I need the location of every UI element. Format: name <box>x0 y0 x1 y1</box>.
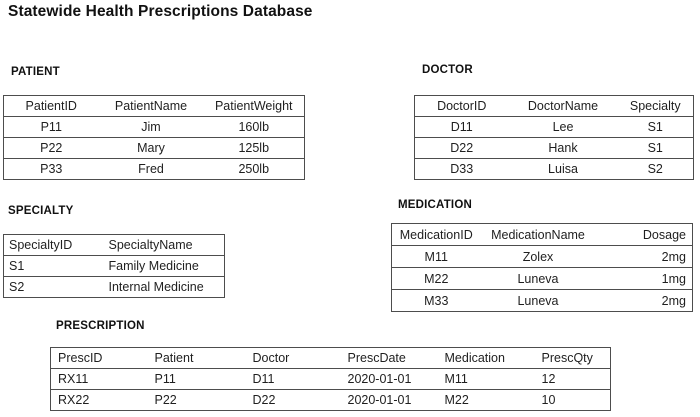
table-cell: 2020-01-01 <box>340 389 438 411</box>
table-cell: D11 <box>414 116 509 138</box>
patient-header-row: PatientID PatientName PatientWeight <box>3 95 305 117</box>
table-cell: M33 <box>391 289 481 312</box>
table-cell: Jim <box>98 116 204 138</box>
table-cell: Luneva <box>480 289 596 312</box>
column-header: PatientWeight <box>203 95 305 117</box>
page-title: Statewide Health Prescriptions Database <box>8 3 313 20</box>
doctor-table: DoctorID DoctorName Specialty D11 Lee S1… <box>414 95 694 180</box>
table-cell: RX11 <box>50 368 148 390</box>
table-cell: S1 <box>3 255 104 277</box>
table-cell: M11 <box>391 245 481 268</box>
table-cell: Luisa <box>508 158 618 180</box>
column-header: DoctorName <box>508 95 618 117</box>
table-row: P33 Fred 250lb <box>3 158 305 180</box>
column-header: MedicationID <box>391 223 481 246</box>
patient-table: PatientID PatientName PatientWeight P11 … <box>3 95 305 180</box>
table-cell: M11 <box>437 368 535 390</box>
prescription-table: PrescID Patient Doctor PrescDate Medicat… <box>50 347 611 411</box>
medication-table-label: MEDICATION <box>398 199 472 211</box>
table-row: RX11 P11 D11 2020-01-01 M11 12 <box>50 368 611 390</box>
table-cell: P22 <box>147 389 246 411</box>
table-cell: Luneva <box>480 267 596 290</box>
table-row: P22 Mary 125lb <box>3 137 305 159</box>
table-cell: S2 <box>617 158 694 180</box>
column-header: Dosage <box>595 223 693 246</box>
column-header: PrescID <box>50 347 148 369</box>
column-header: SpecialtyName <box>103 234 225 256</box>
table-cell: P11 <box>147 368 246 390</box>
column-header: Patient <box>147 347 246 369</box>
table-row: M11 Zolex 2mg <box>391 245 693 268</box>
table-row: D33 Luisa S2 <box>414 158 694 180</box>
table-cell: P11 <box>3 116 99 138</box>
table-cell: 250lb <box>203 158 305 180</box>
column-header: Medication <box>437 347 535 369</box>
column-header: PatientName <box>98 95 204 117</box>
table-cell: Zolex <box>480 245 596 268</box>
table-row: D22 Hank S1 <box>414 137 694 159</box>
doctor-table-label: DOCTOR <box>422 64 473 76</box>
table-cell: 160lb <box>203 116 305 138</box>
table-cell: 2020-01-01 <box>340 368 438 390</box>
column-header: PrescQty <box>534 347 611 369</box>
table-cell: 10 <box>534 389 611 411</box>
column-header: MedicationName <box>480 223 596 246</box>
table-row: D11 Lee S1 <box>414 116 694 138</box>
table-cell: D33 <box>414 158 509 180</box>
table-row: M33 Luneva 2mg <box>391 289 693 312</box>
medication-header-row: MedicationID MedicationName Dosage <box>391 223 693 246</box>
table-cell: 2mg <box>595 289 693 312</box>
table-cell: Hank <box>508 137 618 159</box>
column-header: DoctorID <box>414 95 509 117</box>
table-cell: Fred <box>98 158 204 180</box>
column-header: Specialty <box>617 95 694 117</box>
table-cell: P22 <box>3 137 99 159</box>
medication-table: MedicationID MedicationName Dosage M11 Z… <box>391 223 693 312</box>
specialty-table: SpecialtyID SpecialtyName S1 Family Medi… <box>3 234 225 298</box>
table-cell: S2 <box>3 276 104 298</box>
table-cell: S1 <box>617 137 694 159</box>
table-cell: D22 <box>414 137 509 159</box>
prescription-header-row: PrescID Patient Doctor PrescDate Medicat… <box>50 347 611 369</box>
table-cell: 12 <box>534 368 611 390</box>
table-cell: RX22 <box>50 389 148 411</box>
patient-table-label: PATIENT <box>11 66 60 78</box>
table-row: P11 Jim 160lb <box>3 116 305 138</box>
column-header: Doctor <box>245 347 341 369</box>
table-cell: P33 <box>3 158 99 180</box>
specialty-header-row: SpecialtyID SpecialtyName <box>3 234 225 256</box>
table-cell: D22 <box>245 389 341 411</box>
table-cell: Internal Medicine <box>103 276 225 298</box>
table-cell: 125lb <box>203 137 305 159</box>
doctor-header-row: DoctorID DoctorName Specialty <box>414 95 694 117</box>
table-cell: Lee <box>508 116 618 138</box>
table-cell: D11 <box>245 368 341 390</box>
table-cell: M22 <box>391 267 481 290</box>
table-row: M22 Luneva 1mg <box>391 267 693 290</box>
column-header: SpecialtyID <box>3 234 104 256</box>
table-cell: Family Medicine <box>103 255 225 277</box>
prescription-table-label: PRESCRIPTION <box>56 320 145 332</box>
column-header: PrescDate <box>340 347 438 369</box>
table-cell: 1mg <box>595 267 693 290</box>
specialty-table-label: SPECIALTY <box>8 205 74 217</box>
table-row: S2 Internal Medicine <box>3 276 225 298</box>
table-cell: S1 <box>617 116 694 138</box>
table-cell: 2mg <box>595 245 693 268</box>
column-header: PatientID <box>3 95 99 117</box>
table-cell: M22 <box>437 389 535 411</box>
table-cell: Mary <box>98 137 204 159</box>
table-row: RX22 P22 D22 2020-01-01 M22 10 <box>50 389 611 411</box>
table-row: S1 Family Medicine <box>3 255 225 277</box>
